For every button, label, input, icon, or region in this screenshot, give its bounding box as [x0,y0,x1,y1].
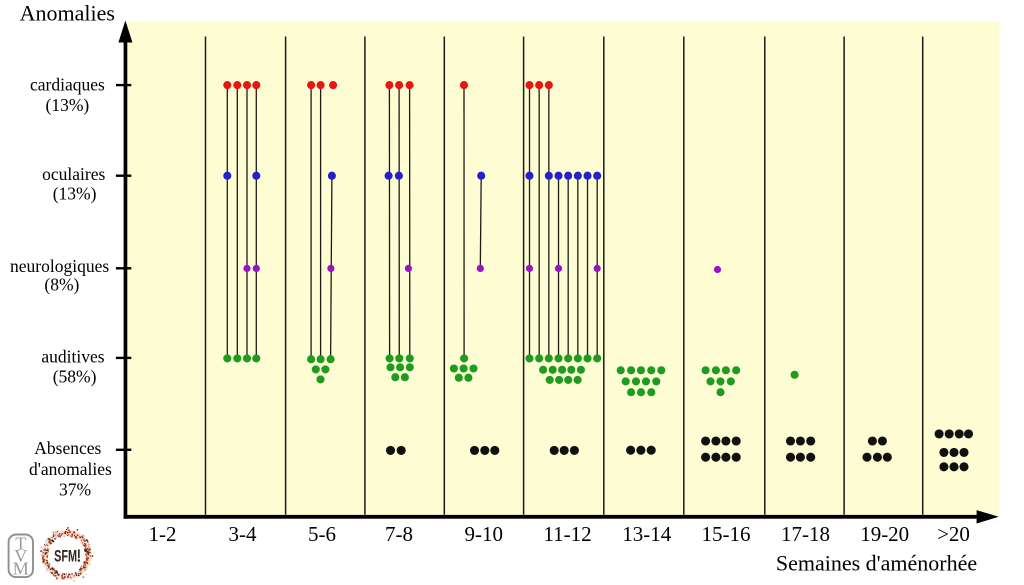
svg-text:(13%): (13%) [46,95,90,115]
svg-text:7-8: 7-8 [385,522,413,546]
svg-text:Semaines d'aménorhée: Semaines d'aménorhée [776,550,977,575]
svg-text:1-2: 1-2 [149,522,177,546]
svg-text:13-14: 13-14 [622,522,671,546]
svg-text:17-18: 17-18 [781,522,830,546]
svg-text:11-12: 11-12 [543,522,591,546]
svg-text:V: V [14,546,27,566]
svg-text:19-20: 19-20 [860,522,909,546]
svg-text:(58%): (58%) [53,367,97,387]
svg-text:>20: >20 [937,522,970,546]
svg-text:cardiaques: cardiaques [30,74,105,94]
svg-text:37%: 37% [59,480,91,500]
svg-text:SFM: SFM [54,546,77,565]
svg-text:(8%): (8%) [44,274,79,294]
svg-text:Absences: Absences [34,438,101,458]
svg-text:15-16: 15-16 [702,522,751,546]
svg-text:5-6: 5-6 [308,522,336,546]
svg-text:M: M [13,559,29,579]
svg-text:d'anomalies: d'anomalies [29,459,112,479]
svg-text:T: T [15,534,26,554]
svg-text:3-4: 3-4 [229,522,257,546]
svg-text:auditives: auditives [41,346,104,366]
svg-text:(13%): (13%) [53,184,97,204]
svg-text:neurologiques: neurologiques [10,256,109,276]
svg-text:Anomalies: Anomalies [20,1,115,26]
svg-text:9-10: 9-10 [465,522,504,546]
svg-text:oculaires: oculaires [42,164,105,184]
